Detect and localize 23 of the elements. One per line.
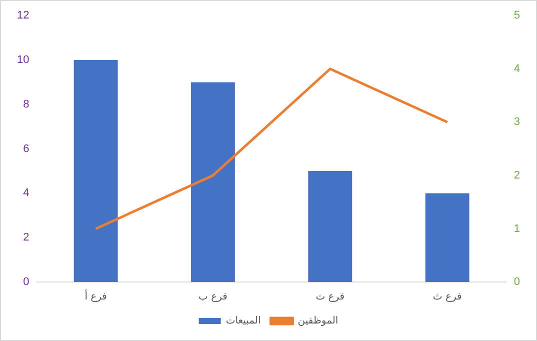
bar <box>425 193 470 282</box>
y2-tick-label: 3 <box>514 116 520 128</box>
x-tick-label: فرع ث <box>432 292 462 303</box>
bar <box>74 60 118 282</box>
y2-tick-label: 0 <box>514 276 520 288</box>
y-tick-label: 8 <box>23 98 30 110</box>
legend-label: الموظفين <box>298 316 338 327</box>
y2-tick-label: 2 <box>514 169 520 182</box>
x-tick-label: فرع ب <box>198 292 228 303</box>
y-tick-label: 6 <box>23 142 30 155</box>
legend-label: المبيعات <box>226 316 261 327</box>
x-tick-label: فرع أ <box>84 290 108 303</box>
y2-tick-label: 1 <box>514 222 520 235</box>
y-tick-label: 4 <box>23 187 30 200</box>
y-tick-label: 12 <box>16 10 30 22</box>
y-tick-label: 2 <box>23 232 30 244</box>
bar <box>191 82 235 282</box>
x-tick-label: فرع ت <box>316 292 345 303</box>
y2-tick-label: 5 <box>514 10 520 22</box>
y2-tick-label: 4 <box>514 62 520 75</box>
y-tick-label: 0 <box>23 276 30 288</box>
bar <box>308 171 352 282</box>
y-tick-label: 10 <box>16 54 30 66</box>
